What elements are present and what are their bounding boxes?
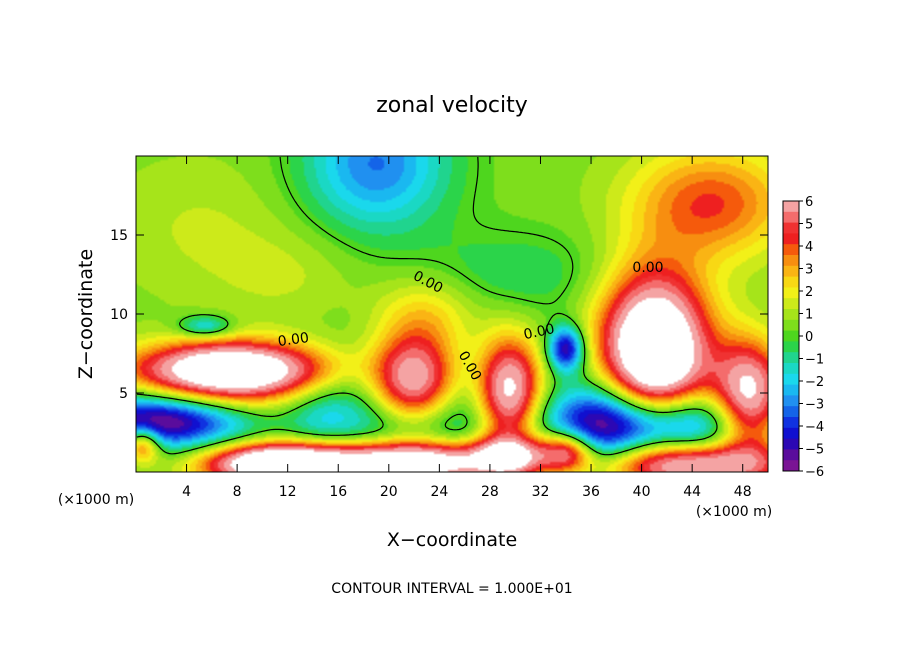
- x-tick-label: 8: [233, 484, 242, 500]
- contour-label: 0.00: [277, 330, 310, 350]
- colorbar-swatch: [783, 460, 799, 472]
- x-tick-label: 12: [279, 484, 297, 500]
- colorbar-swatch: [783, 276, 799, 288]
- colorbar-swatch: [783, 352, 799, 364]
- colorbar-tick-label: −4: [805, 420, 824, 435]
- x-tick-label: 32: [532, 484, 550, 500]
- colorbar-tick-label: −1: [805, 353, 824, 368]
- colorbar-tick-label: 3: [805, 263, 813, 278]
- colorbar-tick-label: 5: [805, 218, 813, 233]
- colorbar-tick-label: 0: [805, 330, 813, 345]
- colorbar-tick-label: 4: [805, 240, 813, 255]
- colorbar-swatch: [783, 244, 799, 256]
- colorbar-swatch: [783, 363, 799, 375]
- contour-label: 0.00: [522, 321, 556, 343]
- y-tick-label: 15: [110, 228, 128, 244]
- heatmap-field: [136, 156, 768, 472]
- colorbar-tick-label: 2: [805, 285, 813, 300]
- colorbar-swatch: [783, 449, 799, 461]
- colorbar-swatch: [783, 211, 799, 224]
- colorbar-tick-label: −3: [805, 398, 824, 413]
- colorbar-tick-label: −5: [805, 443, 824, 458]
- y-axis-units: (×1000 m): [58, 492, 134, 508]
- contour-label: 0.00: [632, 260, 663, 276]
- colorbar-swatch: [783, 384, 799, 396]
- colorbar-swatch: [783, 417, 799, 429]
- x-axis-ticks: 4 8 12 16 20 24 28 32 36 40 44 48: [182, 156, 752, 500]
- colorbar-swatch: [783, 395, 799, 407]
- colorbar-swatch: [783, 222, 799, 234]
- x-tick-label: 20: [380, 484, 398, 500]
- y-axis-label: Z−coordinate: [75, 249, 97, 379]
- x-tick-label: 16: [329, 484, 347, 500]
- x-tick-label: 4: [182, 484, 191, 500]
- colorbar-swatch: [783, 201, 799, 213]
- colorbar-swatch: [783, 373, 799, 386]
- colorbar-tick-label: 6: [805, 195, 813, 210]
- colorbar-swatch: [783, 287, 799, 299]
- colorbar-swatch: [783, 298, 799, 310]
- zero-contour-line: [136, 156, 718, 456]
- colorbar-swatch: [783, 438, 799, 450]
- plot-area: 0.000.000.000.000.00 4 8 12 16 20 24 28 32 36 40 4…: [110, 155, 769, 500]
- colorbar: 6 5 4 3 2 1 0 −1 −2 −3 −4 −5 −6: [782, 195, 824, 480]
- x-axis-label: X−coordinate: [387, 529, 517, 551]
- x-tick-label: 36: [582, 484, 600, 500]
- x-axis-units: (×1000 m): [696, 504, 772, 520]
- colorbar-swatch: [783, 319, 799, 332]
- chart-title: zonal velocity: [376, 93, 528, 118]
- colorbar-tick-label: −2: [805, 375, 824, 390]
- colorbar-swatch: [783, 406, 799, 418]
- x-tick-label: 40: [633, 484, 651, 500]
- y-tick-label: 5: [119, 386, 128, 402]
- colorbar-tick-label: 1: [805, 308, 813, 323]
- x-tick-label: 48: [734, 484, 752, 500]
- colorbar-swatch: [783, 330, 799, 342]
- colorbar-swatch: [783, 233, 799, 245]
- y-tick-label: 10: [110, 307, 128, 323]
- x-tick-label: 24: [430, 484, 448, 500]
- colorbar-swatch: [783, 265, 799, 278]
- x-tick-label: 44: [683, 484, 701, 500]
- colorbar-swatch: [783, 255, 799, 267]
- x-tick-label: 28: [481, 484, 499, 500]
- y-axis-ticks: 5 10 15: [110, 228, 768, 402]
- colorbar-swatch: [783, 427, 799, 440]
- colorbar-tick-label: −6: [805, 465, 824, 480]
- colorbar-swatch: [783, 309, 799, 321]
- contour-interval-note: CONTOUR INTERVAL = 1.000E+01: [331, 581, 572, 597]
- colorbar-swatch: [783, 341, 799, 353]
